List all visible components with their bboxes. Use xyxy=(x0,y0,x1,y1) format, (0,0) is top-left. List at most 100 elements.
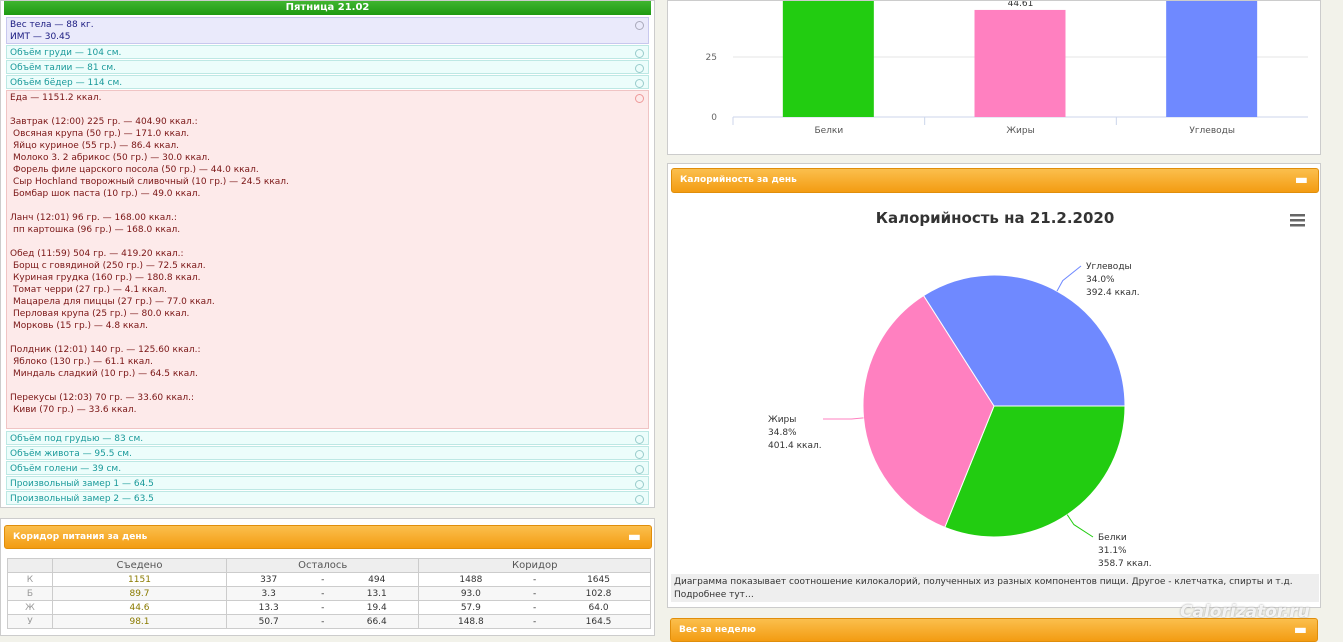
row-icon[interactable] xyxy=(635,49,644,58)
row-icon[interactable] xyxy=(635,495,644,504)
table-cell: 494 xyxy=(335,572,420,587)
slice-label: Белки xyxy=(1098,533,1127,543)
row-icon[interactable] xyxy=(635,480,644,489)
meal-item: Куриная грудка (160 гр.) — 180.8 ккал. xyxy=(13,273,201,283)
table-cell: - xyxy=(310,614,336,629)
table-cell: 93.0 xyxy=(418,586,523,601)
menu-icon[interactable] xyxy=(1290,219,1305,222)
data-label: 44.61 xyxy=(1008,1,1034,9)
pie-chart: Калорийность на 21.2.2020 Белки 31.1% 358.7… xyxy=(768,209,1305,569)
corridor-panel: Коридор питания за день ▬ Съедено Осталось… xyxy=(0,518,655,636)
meal: Ланч (12:01) 96 гр. — 168.00 ккал.: пп ка… xyxy=(10,212,645,236)
table-cell: 337 xyxy=(225,572,311,587)
bar xyxy=(782,1,874,117)
meal-item: Киви (70 гр.) — 33.6 ккал. xyxy=(13,405,137,415)
meal-item: Форель филе царского посола (50 гр.) — 4… xyxy=(13,165,259,175)
connector xyxy=(1056,265,1082,292)
row: Объём живота — 95.5 см. xyxy=(6,446,649,460)
row-icon[interactable] xyxy=(635,94,644,103)
table-cell: - xyxy=(522,600,548,615)
x-tick-label: Углеводы xyxy=(1189,126,1235,136)
slice-label: 358.7 ккал. xyxy=(1098,559,1152,569)
collapse-icon[interactable]: ▬ xyxy=(627,529,641,545)
table-row: Б 89.7 3.3-13.1 93.0-102.8 xyxy=(7,586,652,601)
row-icon[interactable] xyxy=(635,79,644,88)
table-cell: 13.1 xyxy=(335,586,420,601)
row: Объём голени — 39 см. xyxy=(6,461,649,475)
measure[interactable]: Произвольный замер 2 — 63.5 xyxy=(10,494,154,504)
header-row: Съедено Осталось Коридор xyxy=(7,558,651,573)
menu-icon[interactable] xyxy=(1290,214,1305,217)
slice-label: 34.0% xyxy=(1086,275,1115,285)
x-tick-label: Жиры xyxy=(1006,126,1034,136)
table-cell: 13.3 xyxy=(225,600,311,615)
pie-slice xyxy=(944,405,1126,538)
table-cell: - xyxy=(522,586,548,601)
meal-item: Молоко 3. 2 абрикос (50 гр.) — 30.0 ккал… xyxy=(13,153,211,163)
meal-title[interactable]: Завтрак (12:00) 225 гр. — 404.90 ккал.: xyxy=(10,117,198,127)
table-cell: 50.7 xyxy=(225,614,311,629)
row-icon[interactable] xyxy=(635,465,644,474)
panel-title: Коридор питания за день xyxy=(13,532,148,542)
measure[interactable]: Объём талии — 81 см. xyxy=(10,63,117,73)
row-icon[interactable] xyxy=(635,450,644,459)
header-cell: Осталось xyxy=(225,558,420,573)
table-cell: 3.3 xyxy=(225,586,311,601)
table-cell: Б xyxy=(7,586,53,601)
collapse-icon[interactable]: ▬ xyxy=(1294,172,1308,188)
row-icon[interactable] xyxy=(635,435,644,444)
row: Объём бёдер — 114 см. xyxy=(6,75,649,89)
menu-icon[interactable] xyxy=(1290,224,1305,227)
more-link[interactable]: Подробнее тут… xyxy=(674,590,754,600)
row: Еда — 1151.2 ккал. Завтрак (12:00) 225 гр… xyxy=(6,90,649,429)
meal-item: Морковь (15 гр.) — 4.8 ккал. xyxy=(13,321,148,331)
meal-title[interactable]: Обед (11:59) 504 гр. — 419.20 ккал.: xyxy=(10,249,184,259)
measure[interactable]: Объём груди — 104 см. xyxy=(10,48,122,58)
table-cell: - xyxy=(310,586,336,601)
panel-header[interactable]: Калорийность за день ▬ xyxy=(671,168,1319,193)
table-cell: 148.8 xyxy=(418,614,523,629)
measure[interactable]: Объём под грудью — 83 см. xyxy=(10,434,144,444)
watermark: Calorizator.ru xyxy=(1180,602,1310,622)
meal-item: Сыр Hochland творожный сливочный (10 гр.… xyxy=(13,177,289,187)
connector xyxy=(1066,514,1094,538)
header-cell: Коридор xyxy=(418,558,651,573)
meal-item: Бомбар шок паста (10 гр.) — 49.0 ккал. xyxy=(13,189,201,199)
table-cell: 64.0 xyxy=(547,600,652,615)
meal-item: Овсяная крупа (50 гр.) — 171.0 ккал. xyxy=(13,129,190,139)
slice-label: 31.1% xyxy=(1098,546,1127,556)
day-header: Пятница 21.02 xyxy=(4,1,651,15)
bmi: ИМТ — 30.45 xyxy=(10,32,71,42)
corridor-table: Съедено Осталось Коридор К 1151 337-494 1488-1… xyxy=(7,558,652,629)
meal-title[interactable]: Ланч (12:01) 96 гр. — 168.00 ккал.: xyxy=(10,213,177,223)
table-cell: - xyxy=(310,572,336,587)
table-cell: - xyxy=(522,614,548,629)
food-total: Еда — 1151.2 ккал. xyxy=(10,93,102,103)
panel-header[interactable]: Коридор питания за день ▬ xyxy=(4,525,652,549)
row: Произвольный замер 1 — 64.5 xyxy=(6,476,649,490)
measure[interactable]: Объём живота — 95.5 см. xyxy=(10,449,132,459)
table-cell: 164.5 xyxy=(547,614,652,629)
measure[interactable]: Произвольный замер 1 — 64.5 xyxy=(10,479,154,489)
measure[interactable]: Объём бёдер — 114 см. xyxy=(10,78,123,88)
calorie-panel: Калорийность за день ▬ Калорийность на 21… xyxy=(667,163,1321,608)
table-row: Ж 44.6 13.3-19.4 57.9-64.0 xyxy=(7,600,652,615)
meal-title[interactable]: Перекусы (12:03) 70 гр. — 33.60 ккал.: xyxy=(10,393,195,403)
meal-item: Мацарела для пиццы (27 гр.) — 77.0 ккал. xyxy=(13,297,215,307)
header-cell xyxy=(7,558,53,573)
slice-label: 34.8% xyxy=(768,428,797,438)
meal: Полдник (12:01) 140 гр. — 125.60 ккал.: Я… xyxy=(10,344,645,380)
header-cell: Съедено xyxy=(52,558,227,573)
bar xyxy=(974,9,1066,118)
row-icon[interactable] xyxy=(635,21,644,30)
table-row: К 1151 337-494 1488-1645 xyxy=(7,572,652,587)
measure[interactable]: Объём голени — 39 см. xyxy=(10,464,122,474)
connector xyxy=(822,417,864,420)
meal-item: Борщ с говядиной (250 гр.) — 72.5 ккал. xyxy=(13,261,206,271)
table-cell: У xyxy=(7,614,53,629)
meal-title[interactable]: Полдник (12:01) 140 гр. — 125.60 ккал.: xyxy=(10,345,201,355)
slice-label: 401.4 ккал. xyxy=(768,441,822,451)
row-icon[interactable] xyxy=(635,64,644,73)
collapse-icon[interactable]: ▬ xyxy=(1293,622,1307,638)
